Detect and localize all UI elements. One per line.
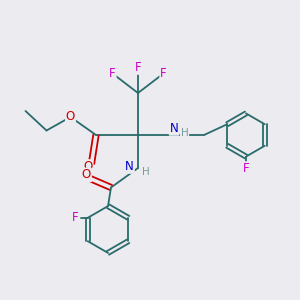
Text: F: F: [160, 67, 167, 80]
Text: O: O: [66, 110, 75, 124]
Text: O: O: [83, 160, 92, 173]
Text: F: F: [243, 162, 249, 175]
Text: H: H: [181, 128, 188, 139]
Text: H: H: [142, 167, 149, 177]
Text: F: F: [135, 61, 141, 74]
Text: N: N: [169, 122, 178, 135]
Text: N: N: [125, 160, 134, 173]
Text: O: O: [82, 168, 91, 182]
Text: F: F: [109, 67, 116, 80]
Text: F: F: [71, 211, 78, 224]
